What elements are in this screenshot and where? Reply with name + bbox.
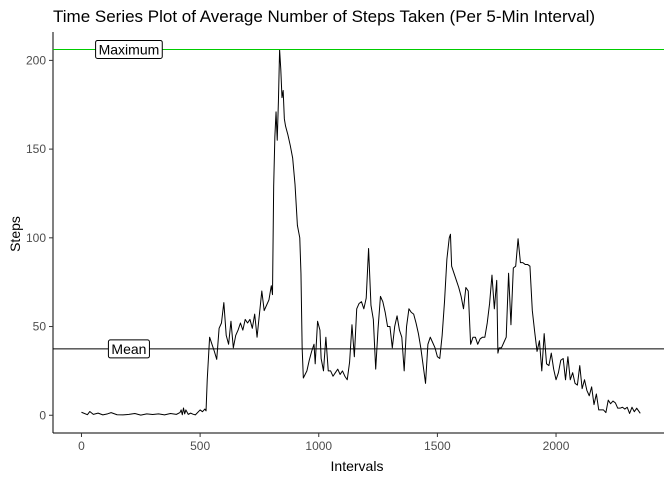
chart-title: Time Series Plot of Average Number of St… <box>53 7 595 26</box>
y-tick-label: 150 <box>26 142 46 156</box>
x-tick-label: 0 <box>78 439 85 453</box>
steps-series-line <box>81 49 641 416</box>
maximum-label-box <box>95 39 163 59</box>
y-tick-label: 100 <box>26 231 46 245</box>
x-tick-label: 2000 <box>543 439 570 453</box>
y-axis-label: Steps <box>7 216 23 252</box>
y-tick-label: 50 <box>33 320 47 334</box>
mean-label-text: Mean <box>111 341 146 357</box>
y-tick-label: 0 <box>39 408 46 422</box>
maximum-label-text: Maximum <box>99 41 160 57</box>
maximum-label: Maximum <box>95 39 163 59</box>
y-axis-ticks: 0 50 100 150 200 <box>26 53 53 422</box>
x-axis-label: Intervals <box>331 458 384 474</box>
plot-area: Maximum Mean <box>52 32 664 434</box>
x-tick-label: 1500 <box>424 439 451 453</box>
x-axis-ticks: 0 500 1000 1500 2000 <box>78 433 570 453</box>
mean-label: Mean <box>107 339 150 359</box>
x-tick-label: 1000 <box>305 439 332 453</box>
mean-label-box <box>107 339 150 359</box>
x-tick-label: 500 <box>190 439 210 453</box>
y-tick-label: 200 <box>26 53 46 67</box>
